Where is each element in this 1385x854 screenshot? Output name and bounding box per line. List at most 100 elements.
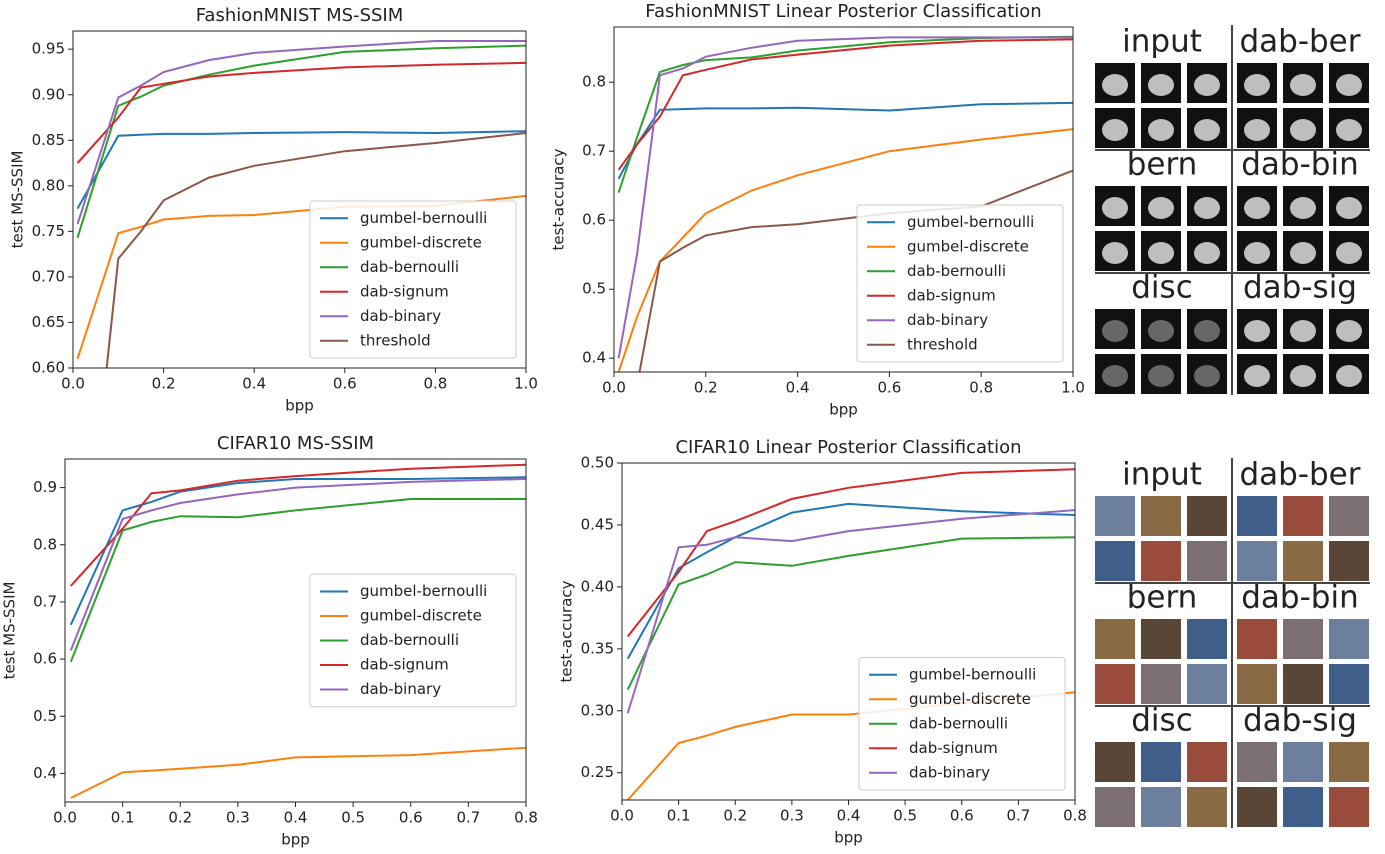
y-tick-label: 0.90 <box>32 85 65 103</box>
thumbnail-shape <box>1336 119 1362 141</box>
series-line <box>626 536 1075 691</box>
legend-label: threshold <box>360 331 431 349</box>
x-tick-label: 0.4 <box>242 375 266 393</box>
y-tick-label: 0.9 <box>33 478 57 496</box>
y-tick-label: 0.7 <box>33 592 57 610</box>
thumbnail-shape <box>1244 242 1270 264</box>
x-axis-label: bpp <box>829 401 858 419</box>
x-tick-label: 0.6 <box>333 375 357 393</box>
panel-label: dab-bin <box>1241 147 1358 183</box>
x-tick-label: 0.8 <box>1063 807 1087 825</box>
x-tick-label: 0.3 <box>780 807 804 825</box>
thumbnail-shape <box>1102 365 1128 387</box>
thumbnail <box>1187 619 1227 659</box>
series-line <box>617 36 1073 359</box>
thumbnail-shape <box>1336 197 1362 219</box>
y-tick-label: 0.4 <box>33 764 57 782</box>
x-tick-label: 0.0 <box>53 809 77 827</box>
panel-label: dab-bin <box>1241 580 1358 616</box>
thumbnail <box>1141 664 1181 704</box>
thumbnail <box>1283 664 1323 704</box>
thumbnail <box>1283 787 1323 827</box>
x-tick-label: 0.6 <box>399 809 423 827</box>
thumbnail <box>1329 664 1369 704</box>
thumbnail <box>1095 664 1135 704</box>
x-tick-label: 0.8 <box>423 375 447 393</box>
series-line <box>70 463 526 587</box>
thumbnail <box>1283 496 1323 536</box>
thumbnail-shape <box>1290 242 1316 264</box>
series-line <box>626 468 1075 638</box>
legend-label: dab-binary <box>907 311 988 329</box>
thumbnail-shape <box>1148 197 1174 219</box>
chart-title: FashionMNIST MS-SSIM <box>196 5 404 26</box>
y-tick-label: 0.70 <box>32 267 65 285</box>
panel-label: bern <box>1127 147 1198 183</box>
y-tick-label: 0.8 <box>33 535 57 553</box>
x-tick-label: 0.4 <box>786 379 810 397</box>
legend-label: gumbel-discrete <box>909 690 1031 708</box>
legend-label: gumbel-discrete <box>907 237 1029 255</box>
y-axis-label: test MS-SSIM <box>9 151 27 249</box>
legend-label: dab-bernoulli <box>907 262 1006 280</box>
legend-label: dab-binary <box>360 680 441 698</box>
legend-box <box>309 573 517 708</box>
thumbnail <box>1283 619 1323 659</box>
x-tick-label: 0.8 <box>969 379 993 397</box>
series-line <box>617 38 1073 171</box>
thumbnail <box>1141 619 1181 659</box>
legend-label: gumbel-bernoulli <box>360 582 487 600</box>
plot-area <box>626 468 1075 800</box>
y-tick-label: 0.45 <box>581 515 614 533</box>
series-line <box>70 746 526 799</box>
thumbnail <box>1237 787 1277 827</box>
series-line <box>626 502 1075 660</box>
thumbnail-shape <box>1194 197 1220 219</box>
thumbnail-shape <box>1244 74 1270 96</box>
thumbnail-shape <box>1102 119 1128 141</box>
x-tick-label: 0.4 <box>284 809 308 827</box>
legend-label: gumbel-discrete <box>360 233 482 251</box>
thumbnail <box>1329 496 1369 536</box>
y-tick-label: 0.95 <box>32 40 65 58</box>
thumbnail-shape <box>1244 320 1270 342</box>
series-line <box>617 35 1073 193</box>
x-tick-label: 1.0 <box>514 375 538 393</box>
chart-title: CIFAR10 MS-SSIM <box>217 433 374 454</box>
legend-label: threshold <box>907 335 978 353</box>
y-tick-label: 0.7 <box>582 142 606 160</box>
y-tick-label: 0.50 <box>581 454 614 472</box>
thumbnail <box>1283 541 1323 581</box>
x-axis-label: bpp <box>285 397 314 415</box>
thumbnail-shape <box>1290 74 1316 96</box>
thumbnail <box>1187 664 1227 704</box>
x-tick-label: 0.8 <box>514 809 538 827</box>
y-tick-label: 0.60 <box>32 359 65 377</box>
thumbnail-shape <box>1194 74 1220 96</box>
legend-label: dab-signum <box>907 286 996 304</box>
plot-area <box>76 40 526 368</box>
series-line <box>617 101 1073 180</box>
thumbnail <box>1141 496 1181 536</box>
x-tick-label: 0.5 <box>893 807 917 825</box>
y-tick-label: 0.6 <box>582 211 606 229</box>
legend-label: dab-binary <box>360 307 441 325</box>
panel-label: dab-ber <box>1239 24 1360 60</box>
x-tick-label: 0.6 <box>877 379 901 397</box>
y-tick-label: 0.65 <box>32 313 65 331</box>
x-axis-label: bpp <box>834 829 863 847</box>
plot-area <box>69 463 526 799</box>
thumbnail-shape <box>1102 74 1128 96</box>
thumbnail-shape <box>1148 242 1174 264</box>
plot-frame <box>621 462 1076 801</box>
series-line <box>105 132 526 368</box>
y-tick-label: 0.8 <box>582 73 606 91</box>
legend-label: gumbel-bernoulli <box>360 209 487 227</box>
thumbnail <box>1095 619 1135 659</box>
legend-label: dab-signum <box>909 739 998 757</box>
thumbnail-shape <box>1194 365 1220 387</box>
thumbnail <box>1283 742 1323 782</box>
legend-label: dab-binary <box>909 763 990 781</box>
thumbnail-shape <box>1336 74 1362 96</box>
